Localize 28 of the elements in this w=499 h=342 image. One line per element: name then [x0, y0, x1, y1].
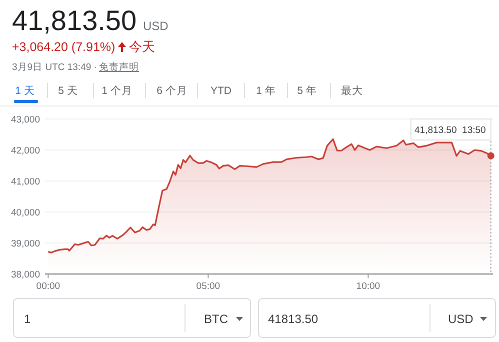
text: 6 个月: [156, 85, 188, 97]
y-tick-label: 40,000: [10, 208, 40, 218]
text: YTD: [210, 85, 232, 97]
text: 1 天: [15, 85, 35, 97]
text: 1: [24, 312, 31, 326]
x-tick-label: 05:00: [196, 281, 220, 292]
text: 1 年: [256, 85, 276, 97]
y-tick-label: 38,000: [10, 270, 40, 280]
y-tick-label: 39,000: [10, 238, 40, 250]
y-tick-label: 41,000: [10, 176, 40, 188]
text: 5 年: [297, 85, 317, 97]
text: 3月9日 UTC 13:49 ·: [12, 62, 97, 73]
annotation: 41,813.50 13:50: [414, 125, 486, 136]
text: USD: [448, 312, 474, 326]
text: 免责声明: [99, 61, 139, 73]
y-tick-label: 43,000: [10, 114, 40, 126]
y-tick-label: 42,000: [10, 146, 40, 156]
text: BTC: [204, 312, 228, 326]
text: 今天: [129, 39, 155, 54]
text: 5 天: [58, 85, 78, 97]
chart-title: 41,813.50: [12, 5, 137, 36]
text: 1 个月: [102, 85, 132, 97]
x-tick-label: 10:00: [356, 281, 380, 292]
text: USD: [143, 19, 169, 33]
text: 最大: [341, 84, 363, 97]
chart-subtitle: +3,064.20 (7.91%): [12, 40, 116, 54]
x-tick-label: 00:00: [36, 281, 60, 292]
text: 41813.50: [268, 312, 318, 326]
